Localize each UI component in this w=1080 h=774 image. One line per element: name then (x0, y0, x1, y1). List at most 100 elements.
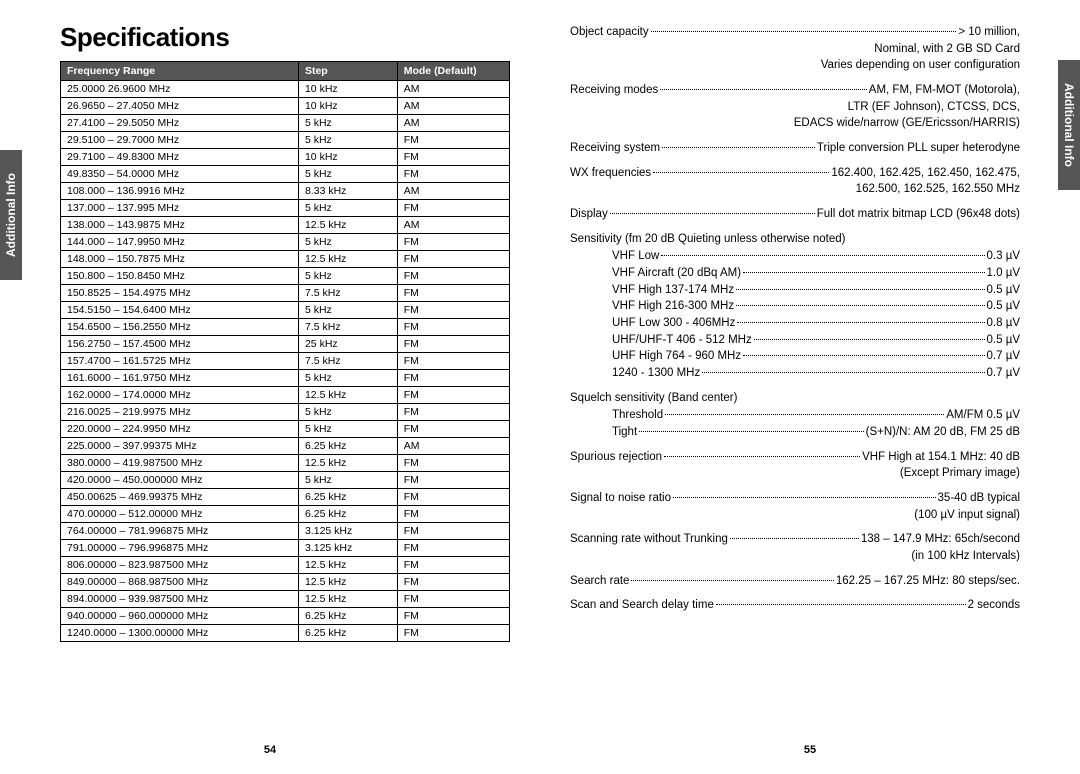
leader-dots (754, 339, 985, 340)
table-cell: AM (397, 115, 509, 132)
spec-label: Receiving system (570, 140, 660, 157)
table-row: 450.00625 – 469.99375 MHz6.25 kHzFM (61, 489, 510, 506)
table-row: 150.8525 – 154.4975 MHz7.5 kHzFM (61, 285, 510, 302)
table-cell: 940.00000 – 960.000000 MHz (61, 608, 299, 625)
spec-value: 0.5 µV (987, 282, 1020, 299)
table-cell: 10 kHz (298, 81, 397, 98)
table-cell: FM (397, 540, 509, 557)
table-cell: 5 kHz (298, 200, 397, 217)
spec-receiving-system: Receiving systemTriple conversion PLL su… (570, 140, 1020, 157)
leader-dots (743, 355, 984, 356)
spec-sensitivity-row: UHF High 764 - 960 MHz0.7 µV (570, 348, 1020, 365)
table-cell: 10 kHz (298, 98, 397, 115)
spec-sensitivity-row: UHF Low 300 - 406MHz0.8 µV (570, 315, 1020, 332)
table-cell: FM (397, 506, 509, 523)
leader-dots (610, 213, 815, 214)
table-cell: 5 kHz (298, 268, 397, 285)
table-cell: 108.000 – 136.9916 MHz (61, 183, 299, 200)
table-cell: 161.6000 – 161.9750 MHz (61, 370, 299, 387)
page-number-right: 55 (804, 744, 816, 756)
spec-value: 2 seconds (968, 597, 1020, 614)
table-cell: FM (397, 472, 509, 489)
table-cell: FM (397, 574, 509, 591)
spec-wx-frequencies: WX frequencies162.400, 162.425, 162.450,… (570, 165, 1020, 182)
table-cell: 216.0025 – 219.9975 MHz (61, 404, 299, 421)
spec-value: 138 – 147.9 MHz: 65ch/second (861, 531, 1020, 548)
spec-label: UHF Low 300 - 406MHz (612, 315, 735, 332)
spec-label: Object capacity (570, 24, 649, 41)
table-cell: 12.5 kHz (298, 251, 397, 268)
table-row: 144.000 – 147.9950 MHz5 kHzFM (61, 234, 510, 251)
table-row: 154.5150 – 154.6400 MHz5 kHzFM (61, 302, 510, 319)
table-cell: 6.25 kHz (298, 608, 397, 625)
table-cell: 138.000 – 143.9875 MHz (61, 217, 299, 234)
table-cell: FM (397, 268, 509, 285)
spec-label: Display (570, 206, 608, 223)
table-row: 470.00000 – 512.00000 MHz6.25 kHzFM (61, 506, 510, 523)
spec-sensitivity-row: UHF/UHF-T 406 - 512 MHz0.5 µV (570, 332, 1020, 349)
spec-value: 1.0 µV (987, 265, 1020, 282)
table-cell: FM (397, 336, 509, 353)
table-row: 216.0025 – 219.9975 MHz5 kHzFM (61, 404, 510, 421)
table-cell: 12.5 kHz (298, 557, 397, 574)
spec-squelch-row: Tight(S+N)/N: AM 20 dB, FM 25 dB (570, 424, 1020, 441)
spec-scan-delay: Scan and Search delay time 2 seconds (570, 597, 1020, 614)
table-cell: 7.5 kHz (298, 285, 397, 302)
table-cell: 6.25 kHz (298, 438, 397, 455)
leader-dots (736, 289, 984, 290)
table-cell: 137.000 – 137.995 MHz (61, 200, 299, 217)
table-cell: FM (397, 489, 509, 506)
table-row: 148.000 – 150.7875 MHz12.5 kHzFM (61, 251, 510, 268)
spec-label: UHF High 764 - 960 MHz (612, 348, 741, 365)
table-cell: AM (397, 217, 509, 234)
table-cell: 29.7100 – 49.8300 MHz (61, 149, 299, 166)
spec-display: DisplayFull dot matrix bitmap LCD (96x48… (570, 206, 1020, 223)
leader-dots (716, 604, 966, 605)
spec-value: > 10 million, (958, 24, 1020, 41)
table-cell: 8.33 kHz (298, 183, 397, 200)
leader-dots (662, 147, 815, 148)
table-row: 791.00000 – 796.996875 MHz3.125 kHzFM (61, 540, 510, 557)
table-cell: AM (397, 81, 509, 98)
table-row: 220.0000 – 224.9950 MHz5 kHzFM (61, 421, 510, 438)
table-cell: FM (397, 557, 509, 574)
spec-search-rate: Search rate162.25 – 167.25 MHz: 80 steps… (570, 573, 1020, 590)
table-cell: 764.00000 – 781.996875 MHz (61, 523, 299, 540)
table-row: 161.6000 – 161.9750 MHz5 kHzFM (61, 370, 510, 387)
spec-label: Scan and Search delay time (570, 597, 714, 614)
spec-label: Spurious rejection (570, 449, 662, 466)
spec-value: 0.5 µV (987, 332, 1020, 349)
spec-label: 1240 - 1300 MHz (612, 365, 700, 382)
table-row: 157.4700 – 161.5725 MHz7.5 kHzFM (61, 353, 510, 370)
table-cell: 5 kHz (298, 115, 397, 132)
table-cell: 12.5 kHz (298, 455, 397, 472)
table-header-row: Frequency Range Step Mode (Default) (61, 62, 510, 81)
spec-label: VHF High 216-300 MHz (612, 298, 734, 315)
table-cell: 12.5 kHz (298, 591, 397, 608)
table-row: 1240.0000 – 1300.00000 MHz6.25 kHzFM (61, 625, 510, 642)
table-cell: 225.0000 – 397.99375 MHz (61, 438, 299, 455)
table-cell: FM (397, 149, 509, 166)
table-row: 26.9650 – 27.4050 MHz10 kHzAM (61, 98, 510, 115)
right-page: Additional Info Object capacity> 10 mill… (540, 0, 1080, 774)
table-row: 49.8350 – 54.0000 MHz5 kHzFM (61, 166, 510, 183)
spec-sensitivity-row: VHF High 137-174 MHz0.5 µV (570, 282, 1020, 299)
table-cell: 7.5 kHz (298, 353, 397, 370)
spec-value: 0.5 µV (987, 298, 1020, 315)
table-cell: 157.4700 – 161.5725 MHz (61, 353, 299, 370)
leader-dots (665, 414, 944, 415)
table-row: 806.00000 – 823.987500 MHz12.5 kHzFM (61, 557, 510, 574)
table-row: 162.0000 – 174.0000 MHz12.5 kHzFM (61, 387, 510, 404)
table-cell: FM (397, 625, 509, 642)
table-cell: FM (397, 523, 509, 540)
table-cell: FM (397, 421, 509, 438)
page-title: Specifications (60, 22, 510, 53)
table-row: 420.0000 – 450.000000 MHz5 kHzFM (61, 472, 510, 489)
leader-dots (631, 580, 833, 581)
table-cell: 12.5 kHz (298, 387, 397, 404)
table-cell: FM (397, 591, 509, 608)
leader-dots (661, 255, 984, 256)
table-cell: 5 kHz (298, 404, 397, 421)
table-row: 25.0000 26.9600 MHz10 kHzAM (61, 81, 510, 98)
table-row: 137.000 – 137.995 MHz5 kHzFM (61, 200, 510, 217)
